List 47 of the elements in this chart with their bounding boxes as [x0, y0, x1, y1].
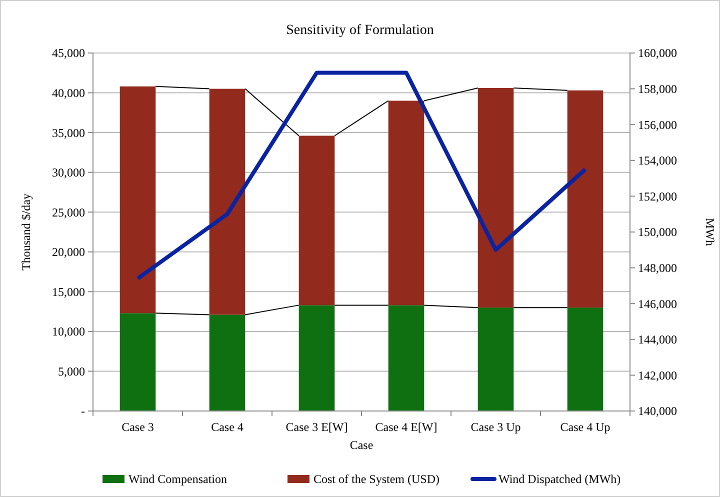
y2-tick-label: 142,000: [638, 368, 677, 382]
y2-tick-label: 148,000: [638, 261, 677, 275]
y-tick-label: -: [81, 404, 85, 418]
y2-tick-label: 156,000: [638, 118, 677, 132]
bar: [567, 308, 604, 411]
y-tick-label: 40,000: [52, 86, 85, 100]
y-tick-label: 10,000: [52, 324, 85, 339]
y2-tick-label: 150,000: [638, 225, 677, 240]
bar: [298, 136, 335, 306]
y2-tick-label: 160,000: [638, 46, 677, 60]
x-tick-label: Case 4 E[W]: [375, 420, 438, 434]
bar: [478, 88, 514, 308]
y2-tick-label: 158,000: [638, 82, 677, 96]
legend-label: Cost of the System (USD): [314, 472, 440, 486]
y-tick-label: 35,000: [52, 126, 85, 140]
y2-tick-label: 140,000: [638, 404, 677, 418]
y2-tick-label: 154,000: [638, 154, 677, 168]
bar: [388, 100, 424, 306]
x-tick-label: Case 3 Up: [470, 420, 521, 434]
bar: [388, 305, 424, 411]
y-axis-title: Thousand $/day: [19, 194, 33, 270]
x-tick-label: Case 3: [122, 420, 154, 434]
bar: [209, 88, 246, 315]
line-series: [136, 70, 588, 281]
x-tick-label: Case 4 Up: [560, 420, 610, 434]
bar: [298, 305, 335, 411]
chart-title: Sensitivity of Formulation: [286, 23, 434, 38]
y-tick-label: 20,000: [52, 245, 85, 260]
bar: [209, 314, 246, 411]
y2-tick-label: 146,000: [638, 296, 677, 311]
legend-label: Wind Compensation: [128, 472, 228, 486]
y2-tick-label: 152,000: [638, 189, 677, 204]
y2-axis-title: MWh: [703, 218, 717, 246]
bar: [567, 90, 604, 308]
y-tick-label: 30,000: [52, 166, 85, 180]
x-axis-title: Case: [350, 438, 374, 452]
bar: [120, 86, 156, 314]
bar: [120, 313, 156, 411]
bar: [478, 308, 514, 411]
y-tick-label: 15,000: [52, 284, 85, 299]
y-tick-label: 45,000: [52, 46, 85, 60]
y-tick-label: 5,000: [58, 364, 85, 378]
x-tick-label: Case 3 E[W]: [286, 420, 348, 434]
y2-tick-label: 144,000: [638, 332, 677, 347]
y-tick-label: 25,000: [52, 205, 85, 220]
x-tick-label: Case 4: [211, 420, 244, 434]
legend-label: Wind Dispatched (MWh): [498, 472, 621, 486]
